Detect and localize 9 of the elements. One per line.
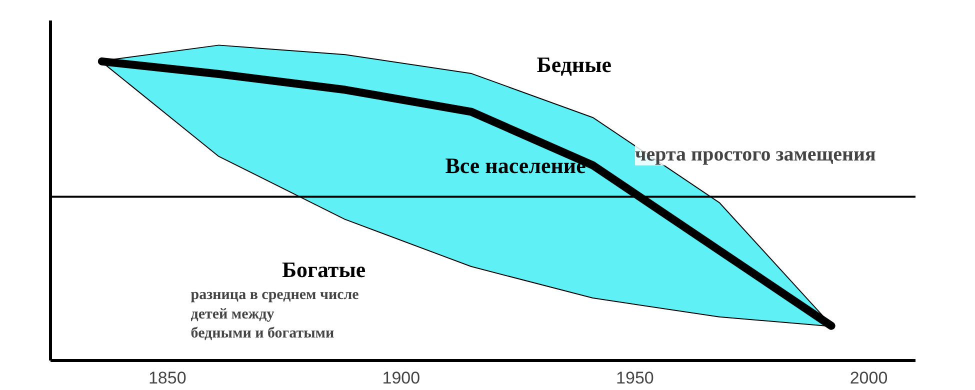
annotation: разница в среднем числе детей между бедными и богатыми bbox=[190, 287, 360, 342]
series-label: Богатые bbox=[282, 256, 366, 282]
series-label: Все население bbox=[445, 152, 586, 178]
ref-line-label: черта простого замещения bbox=[634, 143, 876, 166]
x-tick-label: 1900 bbox=[382, 368, 420, 388]
x-tick-label: 2000 bbox=[850, 368, 888, 388]
series-label: Бедные bbox=[536, 52, 612, 78]
x-tick-label: 1850 bbox=[148, 368, 186, 388]
x-tick-label: 1950 bbox=[616, 368, 654, 388]
